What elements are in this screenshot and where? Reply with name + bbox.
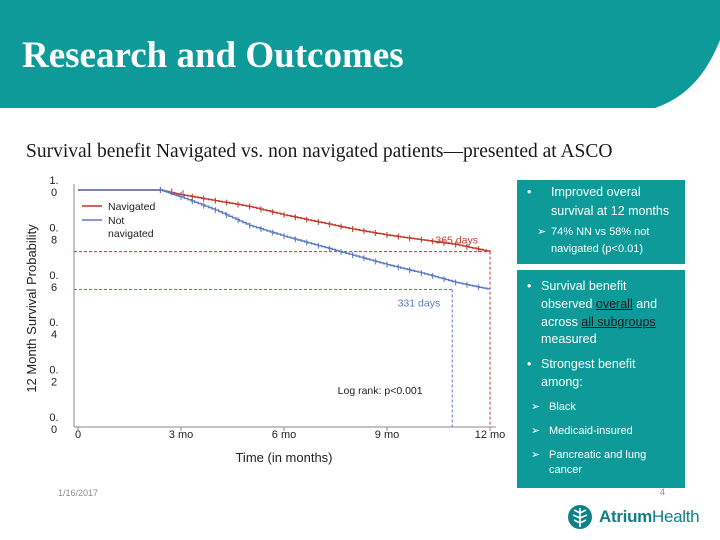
- bullet-line: among:: [541, 375, 583, 389]
- slide-title: Research and Outcomes: [22, 35, 404, 76]
- sub-bullet-line: Medicaid-insured: [549, 425, 633, 437]
- series-line: [78, 189, 491, 290]
- bullet-dot: •: [527, 279, 532, 293]
- arrow-bullet-icon: ➢: [537, 226, 547, 238]
- legend-label: Navigated: [108, 201, 155, 213]
- x-tick-label: 9 mo: [375, 429, 399, 441]
- y-tick-label: 0. 2: [49, 365, 58, 389]
- bullet-line: across all subgroups: [541, 315, 656, 329]
- survival-chart: 0 3 mo 6 mo 9 mo 12 mo 1. 0 0. 8 0. 6 0. 4 0. 2 0. 0 12 M…: [24, 175, 506, 465]
- sub-bullet-line: navigated (p<0.01): [551, 243, 644, 255]
- legend-label: Not navigated: [108, 215, 154, 240]
- slide-date: 1/16/2017: [58, 488, 99, 498]
- y-tick-label: 1. 0: [49, 175, 58, 199]
- x-axis-label: Time (in months): [235, 450, 332, 465]
- sub-bullet-line: cancer: [549, 464, 583, 476]
- bullet-line: survival at 12 months: [551, 204, 670, 218]
- y-tick-label: 0. 8: [49, 222, 58, 246]
- y-tick-label: 0. 4: [49, 317, 58, 341]
- x-tick-label: 3 mo: [169, 429, 193, 441]
- highlight-overall: overall: [595, 297, 633, 311]
- page-number: 4: [660, 487, 666, 497]
- findings-panel-2: • Survival benefit observed overall and …: [517, 270, 685, 488]
- sub-bullet-line: Black: [549, 401, 576, 413]
- atrium-health-logo: AtriumHealth: [566, 500, 716, 534]
- findings-panel-1: • Improved overal survival at 12 months …: [517, 180, 685, 264]
- log-rank-annotation: Log rank: p<0.001: [338, 385, 423, 397]
- slide-subtitle: Survival benefit Navigated vs. non navig…: [26, 141, 613, 162]
- arrow-bullet-icon: ➢: [531, 425, 541, 437]
- bullet-line: Improved overal: [551, 185, 641, 199]
- series-line: [78, 189, 491, 252]
- header-banner: [0, 0, 720, 108]
- sub-bullet-line: 74% NN vs 58% not: [551, 226, 650, 238]
- bullet-dot: •: [527, 357, 532, 371]
- tree-leaf-icon: [568, 505, 592, 529]
- sub-bullet-line: Pancreatic and lung: [549, 449, 647, 461]
- bullet-line: observed overall and: [541, 297, 658, 311]
- bullet-line: Survival benefit: [541, 279, 627, 293]
- x-tick-label: 12 mo: [475, 429, 506, 441]
- highlight-all-subgroups: all subgroups: [581, 315, 656, 329]
- y-tick-label: 0. 0: [49, 412, 58, 436]
- bullet-line: measured: [541, 332, 597, 346]
- y-tick-label: 0. 6: [49, 270, 58, 294]
- y-axis-label: 12 Month Survival Probability: [24, 224, 39, 393]
- reference-label: 331 days: [398, 298, 441, 310]
- arrow-bullet-icon: ➢: [531, 449, 541, 461]
- x-tick-label: 0: [75, 429, 81, 441]
- logo-text: AtriumHealth: [599, 507, 700, 526]
- bullet-line: Strongest benefit: [541, 357, 636, 371]
- arrow-bullet-icon: ➢: [531, 401, 541, 413]
- bullet-dot: •: [527, 185, 532, 199]
- slide-header: Research and Outcomes: [0, 0, 720, 108]
- x-tick-label: 6 mo: [272, 429, 296, 441]
